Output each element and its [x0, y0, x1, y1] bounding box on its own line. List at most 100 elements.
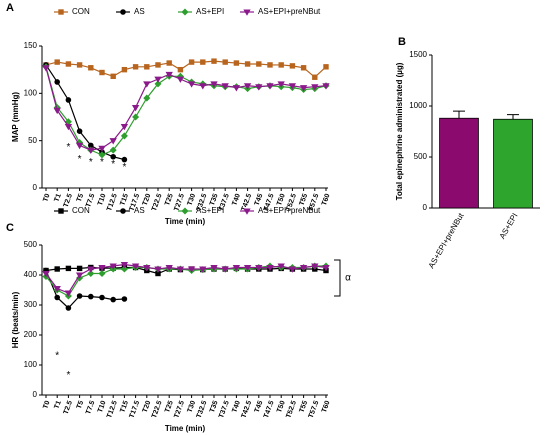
marker — [266, 83, 274, 90]
legend-label: AS+EPI+preNBut — [258, 7, 321, 16]
marker — [99, 294, 105, 301]
marker — [87, 266, 95, 273]
x-tick-label: T20 — [142, 400, 153, 414]
marker — [200, 59, 206, 65]
marker — [288, 266, 297, 273]
marker — [181, 8, 189, 16]
x-tick-label: T55 — [299, 193, 310, 207]
panel-label: C — [6, 222, 14, 234]
annotation: α — [345, 273, 351, 284]
marker — [210, 265, 218, 272]
marker — [256, 61, 262, 67]
y-tick-label: 1500 — [409, 50, 427, 59]
marker — [42, 271, 50, 278]
x-tick-label: T55 — [299, 400, 310, 414]
marker — [244, 61, 251, 67]
annotation: * — [78, 154, 82, 165]
legend-label: AS+EPI+preNBut — [258, 206, 321, 215]
x-tick-label: T37.5 — [218, 400, 231, 419]
marker — [232, 265, 241, 272]
marker — [322, 265, 330, 272]
x-tick-label: T0 — [42, 193, 51, 203]
marker — [58, 9, 64, 15]
x-tick-label: T27.5 — [173, 400, 186, 419]
y-axis-label: Total epinephrine administrated (µg) — [395, 62, 404, 200]
marker — [65, 97, 72, 103]
x-tick-label: T7.5 — [85, 193, 96, 209]
marker — [243, 9, 251, 16]
marker — [110, 153, 116, 160]
marker — [53, 286, 61, 293]
marker — [75, 272, 84, 279]
y-tick-label: 100 — [24, 360, 38, 369]
marker — [187, 266, 196, 273]
x-tick-label: AS+EPI+preNBut — [427, 211, 466, 270]
marker — [243, 83, 252, 90]
x-tick-label: T30 — [187, 193, 198, 207]
marker — [289, 63, 296, 69]
bar — [439, 117, 479, 209]
annotation: * — [122, 162, 126, 173]
x-tick-label: T32.5 — [196, 400, 209, 419]
marker — [64, 123, 73, 131]
marker — [121, 66, 128, 73]
annotation: * — [66, 142, 70, 153]
marker — [243, 208, 251, 215]
marker — [143, 81, 151, 88]
marker — [76, 62, 83, 68]
x-tick-label: T5 — [76, 193, 85, 203]
marker — [132, 113, 140, 121]
marker — [76, 265, 83, 272]
x-axis-label: Time (min) — [165, 424, 206, 433]
marker — [199, 83, 207, 90]
marker — [131, 263, 140, 270]
x-tick-label: T1 — [53, 193, 62, 203]
marker — [144, 64, 150, 70]
marker — [187, 81, 196, 88]
x-tick-label: T50 — [276, 193, 287, 207]
x-tick-label: T12.5 — [106, 193, 119, 212]
marker — [109, 138, 117, 145]
marker — [120, 262, 129, 269]
marker — [221, 83, 229, 90]
y-tick-label: 150 — [24, 41, 38, 50]
annotation: * — [55, 351, 59, 362]
legend-label: AS — [134, 7, 145, 16]
marker — [267, 62, 273, 68]
marker — [58, 208, 64, 214]
marker — [98, 265, 106, 272]
y-tick-label: 200 — [24, 330, 38, 339]
marker — [87, 147, 95, 154]
legend-label: CON — [72, 206, 90, 215]
marker — [277, 81, 285, 88]
x-tick-label: T25 — [164, 400, 175, 414]
marker — [54, 266, 60, 272]
marker — [120, 132, 128, 140]
marker — [53, 107, 61, 115]
x-tick-label: T60 — [321, 193, 332, 207]
x-tick-label: T7.5 — [85, 400, 96, 416]
marker — [110, 73, 116, 79]
x-tick-label: T2.5 — [63, 193, 74, 209]
marker — [99, 69, 105, 76]
marker — [132, 64, 139, 70]
marker — [76, 293, 83, 299]
legend-label: AS+EPI — [196, 206, 224, 215]
legend-label: AS+EPI — [196, 7, 224, 16]
y-axis-label: MAP (mmHg) — [11, 92, 20, 142]
marker — [109, 146, 117, 154]
series-line — [45, 67, 327, 151]
marker — [121, 296, 128, 302]
x-tick-label: T35 — [209, 193, 220, 207]
marker — [181, 207, 189, 215]
x-tick-label: T30 — [187, 400, 198, 414]
series-line — [45, 60, 327, 79]
marker — [65, 305, 72, 311]
x-tick-label: T10 — [97, 400, 108, 414]
x-tick-label: T12.5 — [106, 400, 119, 419]
x-tick-label: T0 — [42, 400, 51, 410]
marker — [312, 74, 318, 80]
marker — [210, 81, 218, 88]
marker — [177, 66, 184, 73]
marker — [64, 290, 73, 297]
